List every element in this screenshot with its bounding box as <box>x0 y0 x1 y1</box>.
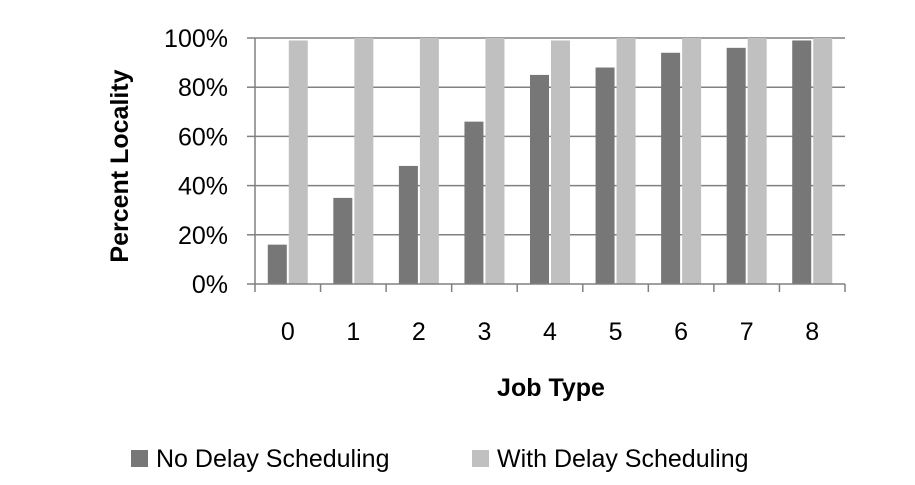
x-tick-label: 8 <box>805 318 819 346</box>
x-tick-label: 0 <box>281 318 295 346</box>
bar-with-delay-1 <box>354 38 374 284</box>
x-tick-label: 7 <box>740 318 754 346</box>
bar-with-delay-0 <box>288 40 308 285</box>
bar-no-delay-2 <box>398 165 418 284</box>
x-tick-label: 3 <box>477 318 491 346</box>
legend: No Delay Scheduling With Delay Schedulin… <box>131 445 749 473</box>
bars <box>267 38 833 285</box>
legend-swatch-with-delay <box>472 450 489 467</box>
y-axis-title: Percent Locality <box>106 69 134 262</box>
bar-with-delay-7 <box>747 38 767 284</box>
bar-with-delay-5 <box>616 38 636 284</box>
bar-no-delay-7 <box>726 47 746 285</box>
legend-swatch-no-delay <box>131 450 148 467</box>
bar-with-delay-8 <box>813 38 833 284</box>
bar-no-delay-5 <box>595 67 615 285</box>
legend-label-no-delay: No Delay Scheduling <box>156 445 389 473</box>
x-tick-label: 5 <box>609 318 623 346</box>
gridlines <box>255 37 845 236</box>
y-tick-label: 0% <box>192 271 228 299</box>
x-tick-label: 2 <box>412 318 426 346</box>
bar-with-delay-6 <box>682 38 702 284</box>
y-tick-label: 60% <box>178 123 228 151</box>
y-tick-label: 40% <box>178 173 228 201</box>
bar-with-delay-4 <box>551 40 570 285</box>
y-tick-labels: 0% 20% 40% 60% 80% 100% <box>164 25 228 299</box>
bar-no-delay-0 <box>267 244 287 284</box>
y-tick-label: 80% <box>178 74 228 102</box>
axes <box>247 37 846 292</box>
x-tick-labels: 0 1 2 3 4 5 6 7 8 <box>281 318 819 346</box>
bar-no-delay-1 <box>333 197 353 284</box>
bar-no-delay-8 <box>792 40 812 285</box>
x-tick-label: 6 <box>674 318 688 346</box>
x-axis-title: Job Type <box>497 374 605 402</box>
x-tick-label: 4 <box>543 318 557 346</box>
y-tick-label: 100% <box>164 25 228 53</box>
x-tick-label: 1 <box>346 318 360 346</box>
bar-no-delay-3 <box>464 121 484 284</box>
bar-no-delay-4 <box>530 74 549 285</box>
bar-with-delay-3 <box>485 38 505 284</box>
bar-with-delay-2 <box>419 38 439 284</box>
legend-label-with-delay: With Delay Scheduling <box>497 445 749 473</box>
y-tick-label: 20% <box>178 222 228 250</box>
bar-no-delay-6 <box>661 52 681 285</box>
